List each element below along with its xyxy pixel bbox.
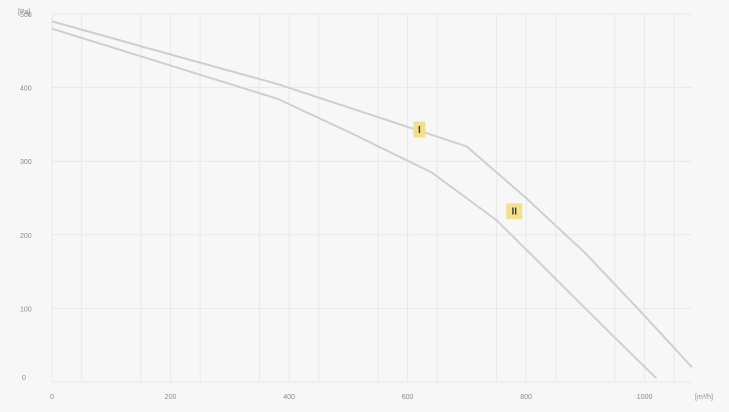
- axis-labels: 100 200 300 400 500 0 0 200 400 600 800 1000 [Pa] [m³…: [18, 9, 713, 401]
- marker-label-I: I: [418, 125, 421, 136]
- y-tick-label: 400: [20, 86, 32, 93]
- y-tick-label-origin: 0: [22, 375, 26, 382]
- y-tick-label: 500: [20, 12, 32, 19]
- marker-badge-II: [506, 203, 523, 220]
- y-tick-label: 300: [20, 159, 32, 166]
- x-tick-label: 1000: [637, 394, 653, 401]
- markers-layer: III: [413, 121, 523, 220]
- series-line-II: [51, 27, 658, 380]
- marker-badge-I: [413, 121, 426, 138]
- marker-label-II: II: [511, 207, 517, 218]
- gridlines: [51, 13, 692, 383]
- series-layer: [51, 20, 693, 380]
- y-axis-unit: [Pa]: [18, 9, 31, 16]
- x-axis-unit: [m³/h]: [695, 394, 713, 401]
- x-tick-label: 0: [50, 394, 54, 401]
- x-tick-label: 200: [165, 394, 177, 401]
- y-tick-label: 200: [20, 233, 32, 240]
- x-tick-label: 600: [402, 394, 414, 401]
- series-line-I: [51, 20, 693, 368]
- x-tick-label: 400: [283, 394, 295, 401]
- y-tick-label: 100: [20, 306, 32, 313]
- x-tick-label: 800: [520, 394, 532, 401]
